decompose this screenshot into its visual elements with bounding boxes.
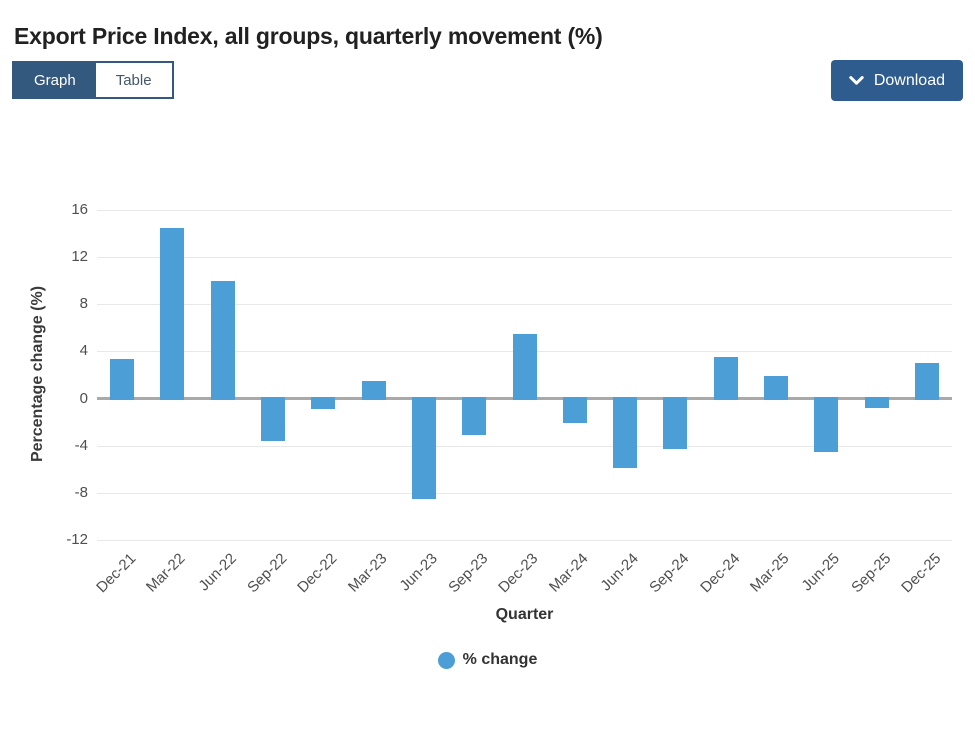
- bar[interactable]: [362, 381, 386, 400]
- y-tick-label: -4: [74, 437, 88, 454]
- tab-graph[interactable]: Graph: [14, 63, 96, 97]
- x-tick-label: Mar-25: [747, 550, 794, 596]
- x-tick-label: Mar-24: [546, 550, 593, 596]
- bar[interactable]: [110, 359, 134, 400]
- y-tick-label: -8: [74, 484, 88, 501]
- x-tick-label: Dec-22: [293, 550, 341, 597]
- bar[interactable]: [462, 397, 486, 435]
- x-tick-label: Sep-25: [847, 550, 895, 597]
- legend-swatch-icon: [437, 651, 455, 669]
- bar[interactable]: [915, 363, 939, 400]
- bar[interactable]: [311, 397, 335, 409]
- x-tick-label: Dec-21: [92, 550, 140, 597]
- download-button[interactable]: Download: [830, 60, 963, 101]
- bar[interactable]: [412, 397, 436, 499]
- y-tick-label: 8: [79, 295, 88, 312]
- bar[interactable]: [613, 397, 637, 468]
- x-axis-title: Quarter: [495, 606, 554, 623]
- legend-label: % change: [462, 651, 538, 668]
- bar[interactable]: [211, 281, 235, 400]
- y-tick-label: 4: [79, 342, 88, 359]
- x-tick-label: Jun-25: [798, 550, 844, 595]
- bar[interactable]: [160, 228, 184, 400]
- gridline: [97, 257, 952, 258]
- x-tick-label: Dec-23: [494, 550, 542, 597]
- download-button-label: Download: [873, 71, 945, 89]
- x-tick-label: Dec-24: [696, 550, 744, 597]
- y-tick-label: 0: [79, 390, 88, 407]
- x-tick-label: Dec-25: [897, 550, 945, 597]
- x-tick-label: Mar-22: [143, 550, 190, 596]
- x-tick-label: Sep-24: [645, 550, 693, 597]
- x-tick-label: Mar-23: [345, 550, 392, 596]
- bar[interactable]: [261, 397, 285, 441]
- x-tick-label: Sep-23: [444, 550, 492, 597]
- y-axis-title: Percentage change (%): [29, 285, 46, 463]
- bar[interactable]: [663, 397, 687, 449]
- y-tick-label: 12: [71, 248, 88, 265]
- x-tick-label: Jun-24: [597, 550, 643, 595]
- chevron-down-icon: [849, 76, 864, 85]
- bar[interactable]: [714, 357, 738, 400]
- gridline: [97, 540, 952, 541]
- bar[interactable]: [814, 397, 838, 452]
- x-tick-label: Sep-22: [243, 550, 291, 597]
- x-tick-label: Jun-23: [396, 550, 442, 595]
- gridline: [97, 493, 952, 494]
- bar[interactable]: [764, 376, 788, 400]
- bar[interactable]: [513, 334, 537, 400]
- x-tick-label: Jun-22: [195, 550, 241, 595]
- gridline: [97, 210, 952, 211]
- bar[interactable]: [563, 397, 587, 423]
- tab-table[interactable]: Table: [95, 63, 172, 97]
- page-title: Export Price Index, all groups, quarterl…: [14, 23, 603, 50]
- bar[interactable]: [865, 397, 889, 408]
- chart-legend: % change: [0, 651, 975, 669]
- gridline: [97, 446, 952, 447]
- graph-table-toggle: Graph Table: [12, 61, 174, 99]
- gridline: [97, 304, 952, 305]
- y-tick-label: -12: [66, 531, 88, 548]
- y-tick-label: 16: [71, 201, 88, 218]
